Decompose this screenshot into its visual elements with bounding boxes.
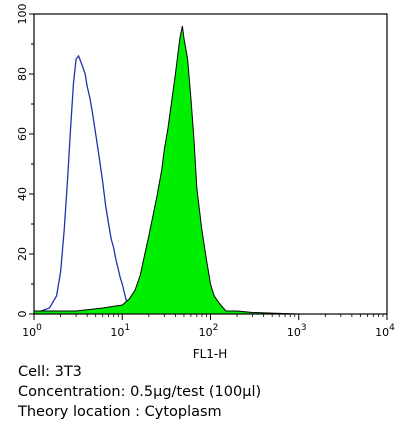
x-tick-label: 104 <box>375 323 395 339</box>
x-tick-label: 103 <box>287 323 307 339</box>
y-tick-label: 20 <box>16 247 29 261</box>
plot-frame <box>33 13 388 315</box>
histogram-chart: 0 20 40 60 80 100 100 101 102 103 104 FL1-H <box>16 4 395 361</box>
x-tick-label: 102 <box>199 323 219 339</box>
x-axis-title: FL1-H <box>193 347 228 360</box>
caption: Cell: 3T3 Concentration: 0.5μg/test (100… <box>18 362 398 422</box>
x-tick-label: 101 <box>110 323 130 339</box>
caption-location: Theory location : Cytoplasm <box>18 404 222 420</box>
y-tick-label: 60 <box>16 127 29 141</box>
y-tick-label: 100 <box>16 4 29 25</box>
axis-layer: 0 20 40 60 80 100 100 101 102 103 104 <box>16 4 395 340</box>
series-outline-histogram <box>33 54 133 315</box>
series-layer <box>33 25 299 315</box>
x-tick-label: 100 <box>22 323 42 339</box>
y-tick-label: 40 <box>16 187 29 201</box>
series-filled-histogram <box>33 25 299 315</box>
caption-cell: Cell: 3T3 <box>18 364 82 380</box>
y-tick-label: 80 <box>16 67 29 81</box>
caption-concentration: Concentration: 0.5μg/test (100μl) <box>18 384 262 400</box>
y-tick-label: 0 <box>16 311 29 318</box>
